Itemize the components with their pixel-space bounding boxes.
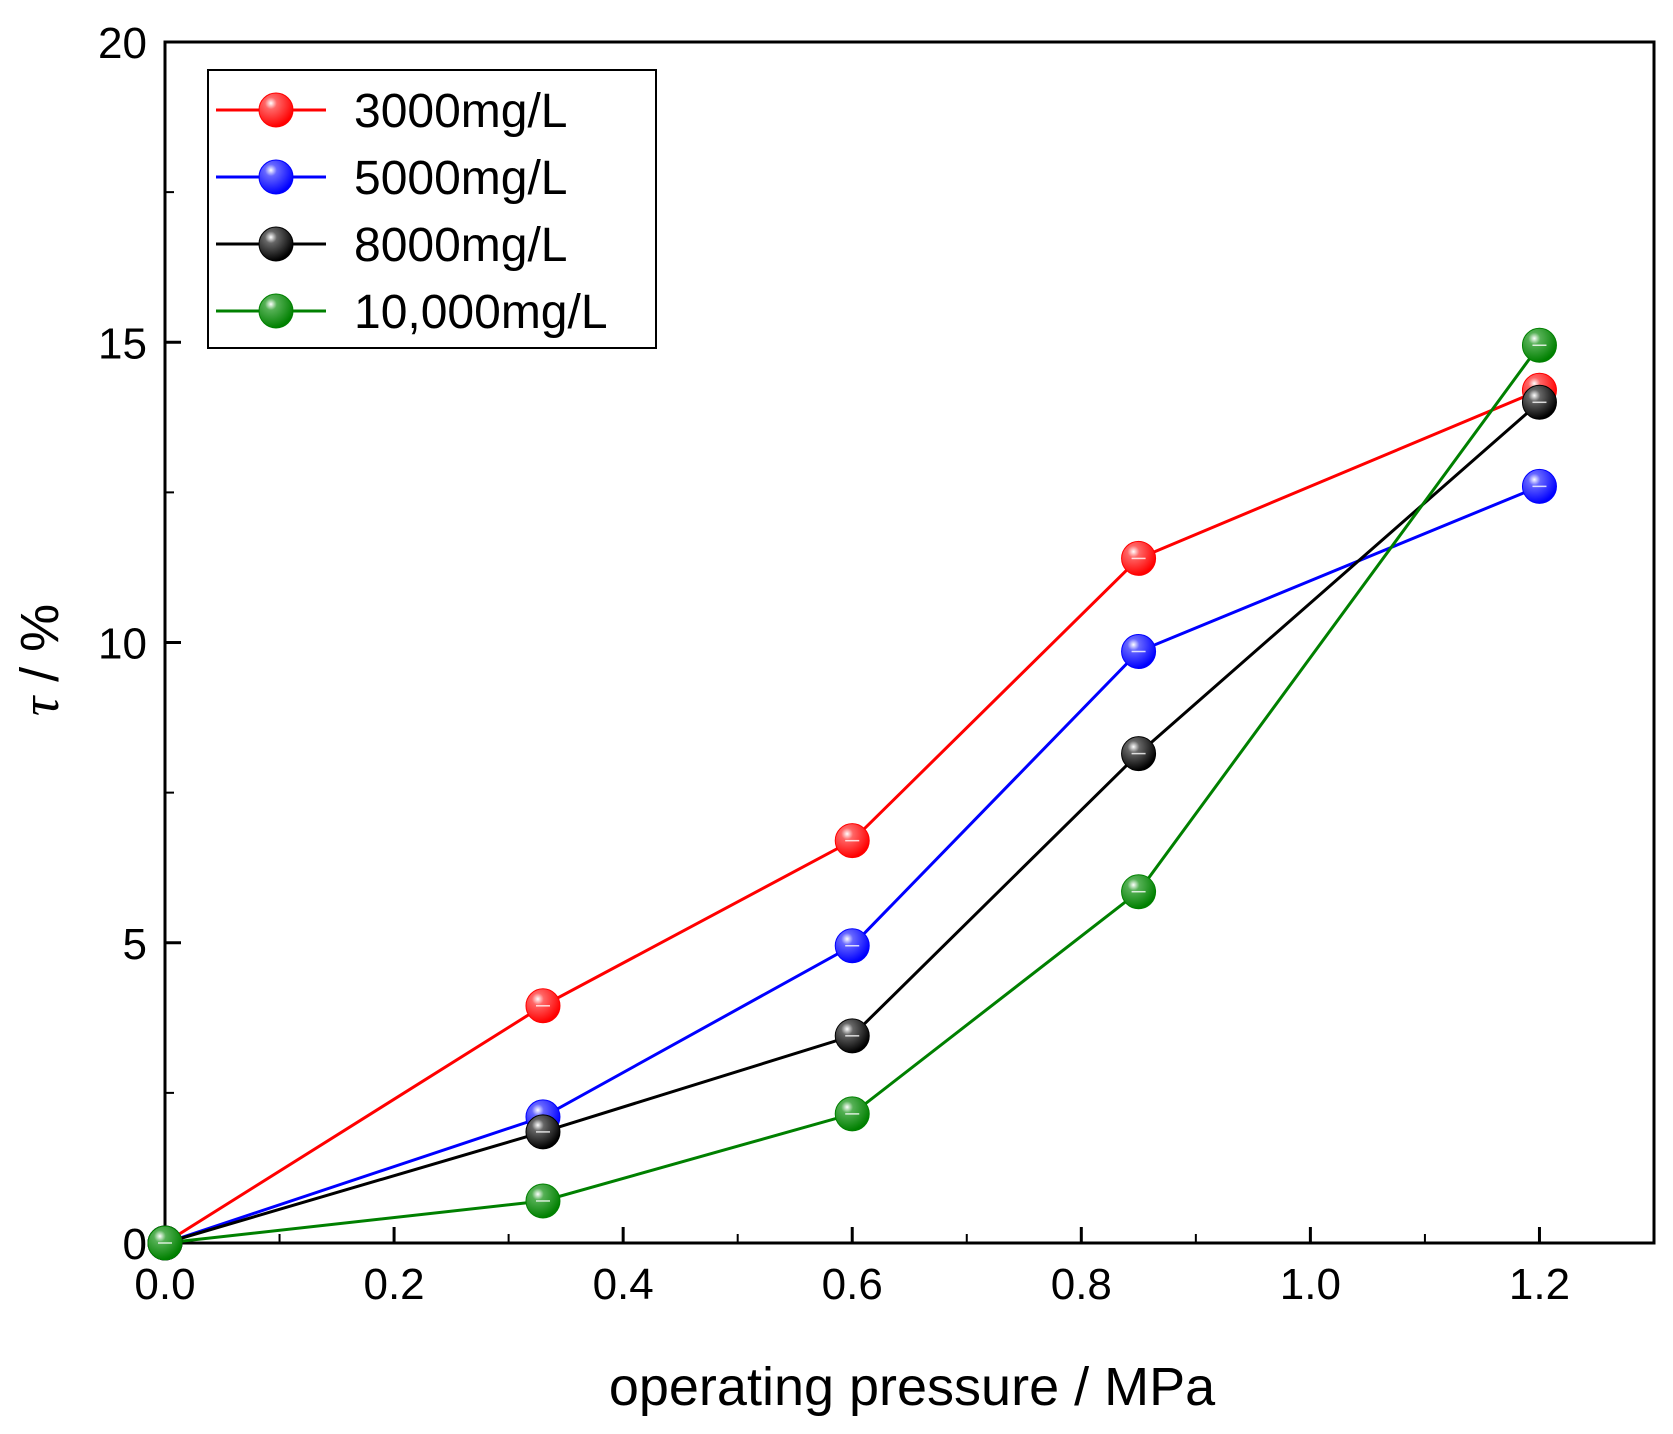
y-tick-label: 0 xyxy=(123,1220,147,1269)
y-tick-label: 15 xyxy=(98,319,147,368)
y-axis-symbol: τ xyxy=(10,695,70,716)
legend-marker-1 xyxy=(258,159,294,195)
x-tick-label: 0.0 xyxy=(134,1260,195,1309)
legend-marker-2 xyxy=(258,226,294,262)
plot-area: 0.0 0.2 0.4 0.6 0.8 1.0 1.2 0 5 10 15 20 xyxy=(98,19,1656,1309)
x-tick-label: 0.4 xyxy=(593,1260,654,1309)
legend-label-0: 3000mg/L xyxy=(354,85,568,138)
y-tick-label: 10 xyxy=(98,620,147,669)
legend-marker-0 xyxy=(258,92,294,128)
legend-label-1: 5000mg/L xyxy=(354,152,568,205)
legend-marker-3 xyxy=(258,293,294,329)
y-axis-title: τ / % xyxy=(10,604,70,716)
legend: 3000mg/L 5000mg/L 8000mg/L 10,000mg/L xyxy=(207,69,657,349)
y-axis-unit: / % xyxy=(10,604,70,697)
x-tick-label: 0.8 xyxy=(1051,1260,1112,1309)
x-tick-label: 0.6 xyxy=(822,1260,883,1309)
x-tick-label: 1.2 xyxy=(1509,1260,1570,1309)
x-tick-label: 1.0 xyxy=(1280,1260,1341,1309)
legend-label-2: 8000mg/L xyxy=(354,219,568,272)
legend-label-3: 10,000mg/L xyxy=(354,286,608,339)
y-tick-label: 5 xyxy=(123,920,147,969)
x-axis-title: operating pressure / MPa xyxy=(609,1357,1216,1417)
x-tick-label: 0.2 xyxy=(363,1260,424,1309)
y-tick-label: 20 xyxy=(98,19,147,68)
